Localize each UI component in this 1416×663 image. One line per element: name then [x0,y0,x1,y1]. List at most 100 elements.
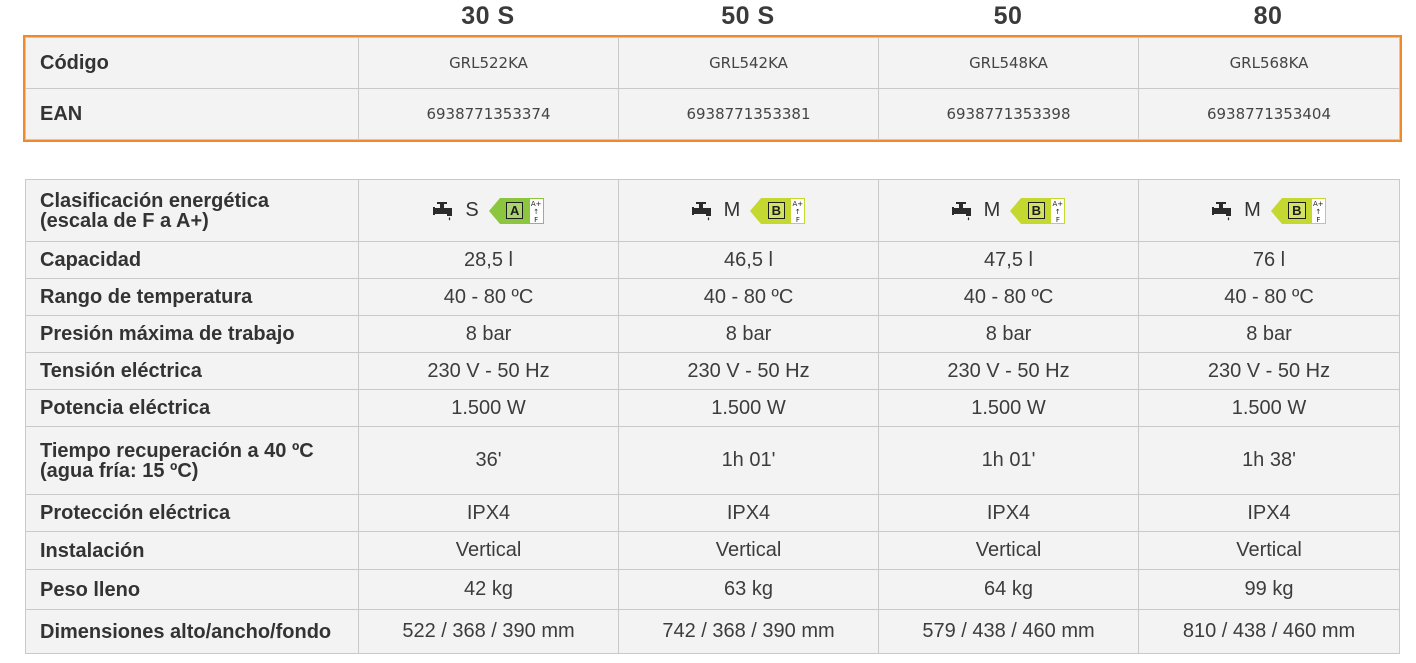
table-cell: 579 / 438 / 460 mm [878,609,1139,654]
energy-class-letter: B [767,202,786,219]
table-cell: 810 / 438 / 460 mm [1138,609,1400,654]
model-name: 50 S [721,2,775,30]
table-cell: 1h 01' [878,426,1139,495]
table-row: Potencia eléctrica 1.500 W 1.500 W 1.500… [25,389,1400,427]
table-row: Presión máxima de trabajo 8 bar 8 bar 8 … [25,315,1400,353]
energy-cell: M B A+ ↑ F [878,179,1139,242]
table-cell: 40 - 80 ºC [618,278,879,316]
table-cell: Vertical [618,531,879,570]
table-row: Peso lleno 42 kg 63 kg 64 kg 99 kg [25,569,1400,610]
tap-icon [691,201,714,221]
energy-label: M B A+ ↑ F [1212,197,1326,224]
table-cell: Vertical [358,531,619,570]
model-name: 50 [993,2,1023,30]
label-line: (agua fría: 15 ºC) [40,459,199,482]
table-cell: 76 l [1138,241,1400,279]
table-cell: 1.500 W [618,389,879,427]
model-name: 80 [1253,2,1283,30]
row-label: Peso lleno [25,569,359,610]
energy-scale-icon: A+ ↑ F [529,197,544,224]
table-cell: IPX4 [878,494,1139,532]
table-cell: 40 - 80 ºC [878,278,1139,316]
table-cell: GRL542KA [618,37,879,89]
row-label: Dimensiones alto/ancho/fondo [25,609,359,654]
table-cell: 1.500 W [358,389,619,427]
energy-class-badge: B A+ ↑ F [750,197,806,224]
table-row: Tiempo recuperación a 40 ºC (agua fría: … [25,426,1400,495]
energy-class-letter: A [505,202,524,219]
table-cell: GRL522KA [358,37,619,89]
load-profile-letter: M [983,199,1001,221]
table-cell: 8 bar [358,315,619,353]
table-cell: 1h 01' [618,426,879,495]
table-cell: 6938771353374 [358,88,619,140]
table-cell: 64 kg [878,569,1139,610]
load-profile-letter: M [723,199,741,221]
energy-class-letter: B [1288,202,1306,219]
table-cell: GRL548KA [878,37,1139,89]
load-profile-letter: M [1244,199,1261,221]
energy-scale-icon: A+ ↑ F [791,197,806,224]
table-cell: 63 kg [618,569,879,610]
table-row: Clasificación energética (escala de F a … [25,179,1400,242]
table-cell: IPX4 [358,494,619,532]
energy-scale-icon: A+ ↑ F [1051,197,1066,224]
label-line: (escala de F a A+) [40,209,209,232]
table-cell: 42 kg [358,569,619,610]
table-cell: 230 V - 50 Hz [878,352,1139,390]
codes-table: Código GRL522KA GRL542KA GRL548KA GRL568… [23,35,1402,142]
table-cell: 230 V - 50 Hz [1138,352,1400,390]
energy-label: M B A+ ↑ F [691,197,806,224]
energy-scale-icon: A+ ↑ F [1311,197,1326,224]
table-cell: 742 / 368 / 390 mm [618,609,879,654]
row-label: Capacidad [25,241,359,279]
load-profile-letter: S [465,199,479,221]
table-cell: 47,5 l [878,241,1139,279]
table-cell: 40 - 80 ºC [358,278,619,316]
table-cell: Vertical [1138,531,1400,570]
tap-icon [951,201,974,221]
energy-class-badge: A A+ ↑ F [488,197,544,224]
row-label: Tiempo recuperación a 40 ºC (agua fría: … [25,426,359,495]
row-label: Instalación [25,531,359,570]
table-row: Tensión eléctrica 230 V - 50 Hz 230 V - … [25,352,1400,390]
energy-cell: S A A+ ↑ F [358,179,619,242]
table-row: Capacidad 28,5 l 46,5 l 47,5 l 76 l [25,241,1400,279]
table-cell: 6938771353381 [618,88,879,140]
table-cell: 36' [358,426,619,495]
table-cell: GRL568KA [1138,37,1400,89]
table-row: Rango de temperatura 40 - 80 ºC 40 - 80 … [25,278,1400,316]
row-label: Rango de temperatura [25,278,359,316]
row-label: Código [25,37,359,89]
table-cell: 8 bar [618,315,879,353]
table-cell: 99 kg [1138,569,1400,610]
table-cell: 8 bar [878,315,1139,353]
row-label: Tensión eléctrica [25,352,359,390]
label-line: Tiempo recuperación a 40 ºC [40,439,314,462]
table-cell: 1h 38' [1138,426,1400,495]
model-header-row: 30 S 50 S 50 80 [0,0,1416,34]
energy-label: M B A+ ↑ F [951,197,1066,224]
table-cell: 40 - 80 ºC [1138,278,1400,316]
table-cell: IPX4 [1138,494,1400,532]
table-cell: 6938771353404 [1138,88,1400,140]
table-row: Protección eléctrica IPX4 IPX4 IPX4 IPX4 [25,494,1400,532]
row-label: Clasificación energética (escala de F a … [25,179,359,242]
table-row: Instalación Vertical Vertical Vertical V… [25,531,1400,570]
tap-icon [433,201,455,221]
table-row: Código GRL522KA GRL542KA GRL548KA GRL568… [25,37,1400,89]
energy-label: S A A+ ↑ F [433,197,544,224]
table-cell: 28,5 l [358,241,619,279]
energy-class-badge: B A+ ↑ F [1010,197,1066,224]
table-cell: IPX4 [618,494,879,532]
energy-class-badge: B A+ ↑ F [1270,197,1326,224]
model-name: 30 S [461,2,515,30]
table-cell: 6938771353398 [878,88,1139,140]
table-cell: Vertical [878,531,1139,570]
row-label: Presión máxima de trabajo [25,315,359,353]
table-row: Dimensiones alto/ancho/fondo 522 / 368 /… [25,609,1400,654]
energy-cell: M B A+ ↑ F [1138,179,1400,242]
table-cell: 8 bar [1138,315,1400,353]
energy-class-letter: B [1027,202,1046,219]
label-line: Clasificación energética [40,189,269,212]
